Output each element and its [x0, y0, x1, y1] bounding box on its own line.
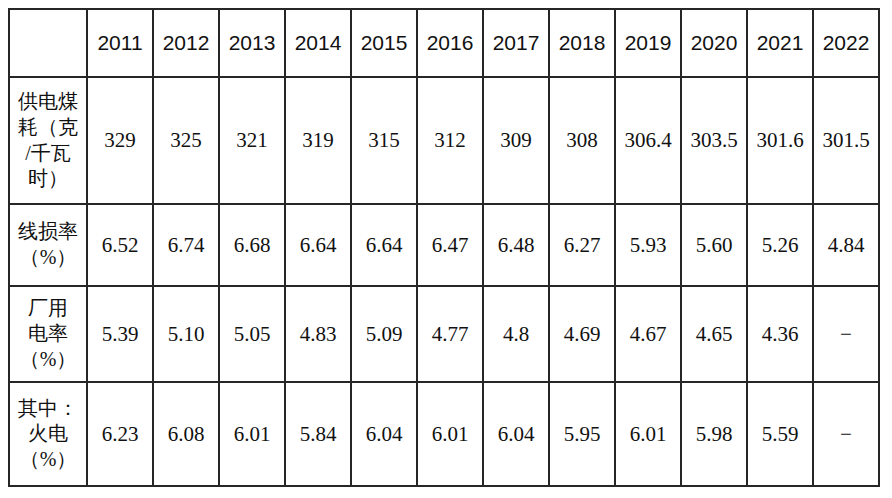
value-cell: 5.84: [285, 382, 351, 486]
value-cell: 5.09: [351, 286, 417, 382]
value-cell: 4.69: [549, 286, 615, 382]
value-cell: 5.26: [747, 204, 813, 286]
value-cell: 4.67: [615, 286, 681, 382]
year-header-cell: 2019: [615, 9, 681, 77]
value-cell: 6.52: [87, 204, 153, 286]
value-cell: 5.95: [549, 382, 615, 486]
value-cell: 6.27: [549, 204, 615, 286]
value-cell: 319: [285, 77, 351, 204]
value-cell: 301.5: [813, 77, 879, 204]
table-header-row: 2011201220132014201520162017201820192020…: [9, 9, 879, 77]
value-cell: 5.98: [681, 382, 747, 486]
value-cell: −: [813, 286, 879, 382]
value-cell: 6.08: [153, 382, 219, 486]
value-cell: 4.8: [483, 286, 549, 382]
value-cell: 6.23: [87, 382, 153, 486]
value-cell: 5.05: [219, 286, 285, 382]
page: 2011201220132014201520162017201820192020…: [0, 0, 892, 498]
value-cell: 6.47: [417, 204, 483, 286]
year-header-cell: 2016: [417, 9, 483, 77]
value-cell: 4.84: [813, 204, 879, 286]
value-cell: 4.83: [285, 286, 351, 382]
year-header-cell: 2011: [87, 9, 153, 77]
year-header-cell: 2014: [285, 9, 351, 77]
table-row: 厂用 电率 （%）5.395.105.054.835.094.774.84.69…: [9, 286, 879, 382]
row-label-cell: 供电煤 耗（克 /千瓦 时）: [9, 77, 87, 204]
row-label-cell: 其中： 火电 （%）: [9, 382, 87, 486]
row-label-cell: 厂用 电率 （%）: [9, 286, 87, 382]
value-cell: 4.77: [417, 286, 483, 382]
value-cell: 325: [153, 77, 219, 204]
value-cell: 306.4: [615, 77, 681, 204]
value-cell: 6.04: [483, 382, 549, 486]
value-cell: 5.59: [747, 382, 813, 486]
year-header-cell: 2020: [681, 9, 747, 77]
value-cell: 6.64: [285, 204, 351, 286]
value-cell: 6.74: [153, 204, 219, 286]
value-cell: 5.10: [153, 286, 219, 382]
year-header-cell: 2022: [813, 9, 879, 77]
value-cell: 312: [417, 77, 483, 204]
value-cell: 5.39: [87, 286, 153, 382]
value-cell: 4.36: [747, 286, 813, 382]
value-cell: 315: [351, 77, 417, 204]
value-cell: 4.65: [681, 286, 747, 382]
year-header-cell: 2017: [483, 9, 549, 77]
value-cell: 5.93: [615, 204, 681, 286]
value-cell: 6.68: [219, 204, 285, 286]
value-cell: 6.64: [351, 204, 417, 286]
value-cell: 308: [549, 77, 615, 204]
statistics-table: 2011201220132014201520162017201820192020…: [8, 8, 880, 487]
value-cell: 303.5: [681, 77, 747, 204]
value-cell: 329: [87, 77, 153, 204]
value-cell: −: [813, 382, 879, 486]
year-header-cell: 2021: [747, 9, 813, 77]
value-cell: 301.6: [747, 77, 813, 204]
corner-header-cell: [9, 9, 87, 77]
table-row: 线损率 （%）6.526.746.686.646.646.476.486.275…: [9, 204, 879, 286]
year-header-cell: 2013: [219, 9, 285, 77]
year-header-cell: 2012: [153, 9, 219, 77]
value-cell: 5.60: [681, 204, 747, 286]
year-header-cell: 2015: [351, 9, 417, 77]
row-label-cell: 线损率 （%）: [9, 204, 87, 286]
value-cell: 321: [219, 77, 285, 204]
value-cell: 6.01: [615, 382, 681, 486]
table-row: 供电煤 耗（克 /千瓦 时）32932532131931531230930830…: [9, 77, 879, 204]
year-header-cell: 2018: [549, 9, 615, 77]
value-cell: 6.01: [417, 382, 483, 486]
value-cell: 6.01: [219, 382, 285, 486]
table-body: 供电煤 耗（克 /千瓦 时）32932532131931531230930830…: [9, 77, 879, 486]
value-cell: 6.04: [351, 382, 417, 486]
value-cell: 309: [483, 77, 549, 204]
value-cell: 6.48: [483, 204, 549, 286]
table-row: 其中： 火电 （%）6.236.086.015.846.046.016.045.…: [9, 382, 879, 486]
